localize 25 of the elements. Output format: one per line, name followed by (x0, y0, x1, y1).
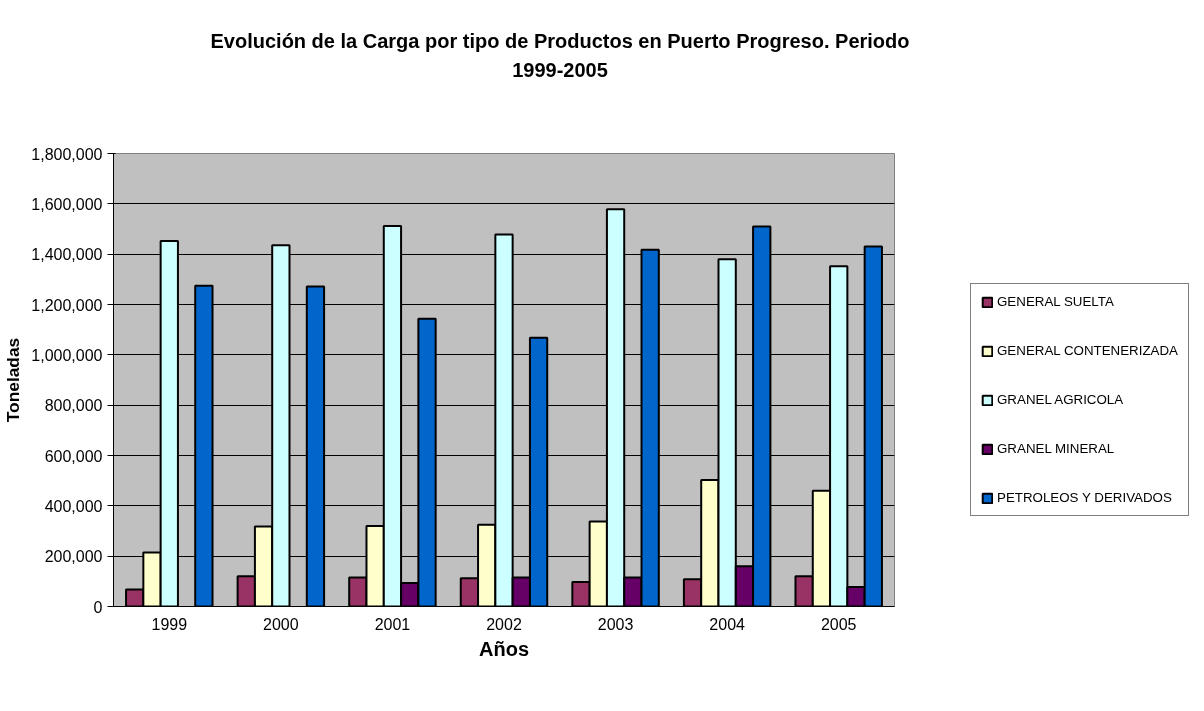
y-tick-label: 1,400,000 (31, 246, 103, 264)
x-tick-label: 2000 (263, 615, 299, 633)
y-tick-label: 1,800,000 (31, 145, 103, 163)
chart-title: Evolución de la Carga por tipo de Productos en Puerto Progreso. Periodo 1999-2005 (210, 29, 910, 83)
y-tick-label: 200,000 (44, 548, 103, 566)
y-tick-label: 1,000,000 (31, 346, 103, 364)
y-tick-label: 1,600,000 (31, 195, 103, 213)
x-tick-label: 2002 (486, 615, 522, 633)
y-tick-label: 600,000 (44, 447, 103, 465)
x-tick-label: 2005 (820, 615, 857, 633)
legend-label: GENERAL CONTENERIZADA (997, 343, 1178, 358)
x-tick-label: 2004 (709, 615, 746, 633)
legend-label: GENERAL SUELTA (997, 294, 1114, 309)
y-tick-label: 800,000 (44, 397, 103, 415)
x-tick-label: 2003 (597, 615, 634, 633)
y-tick-label: 400,000 (44, 497, 103, 515)
legend-label: PETROLEOS Y DERIVADOS (997, 490, 1172, 505)
legend-label: GRANEL MINERAL (997, 441, 1115, 456)
y-tick-label: 1,200,000 (31, 296, 103, 314)
y-tick-label: 0 (93, 598, 103, 616)
y-axis-title: Toneladas (3, 337, 24, 423)
x-tick-label: 1999 (151, 615, 188, 633)
x-tick-label: 2001 (374, 615, 411, 633)
x-axis-title: Años (479, 637, 529, 660)
legend-label: GRANEL AGRICOLA (997, 392, 1124, 407)
